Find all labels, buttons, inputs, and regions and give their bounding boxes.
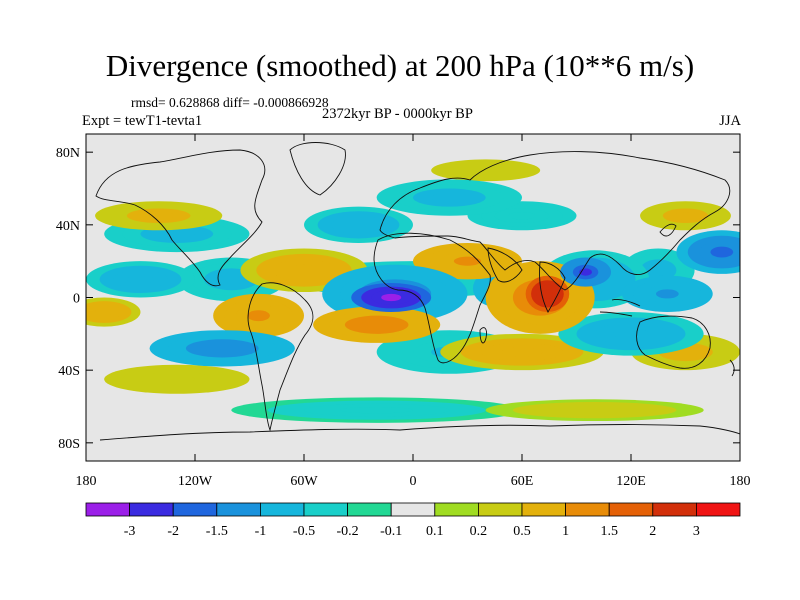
colorbar-label-8: 0.2 — [470, 524, 488, 539]
field-contour-0-3 — [340, 406, 413, 414]
chart-title: Divergence (smoothed) at 200 hPa (10**6 … — [105, 48, 695, 83]
colorbar-label-1: -2 — [167, 524, 179, 539]
colorbar-swatch-14 — [696, 502, 741, 517]
x-tick-label-1: 120W — [178, 474, 213, 489]
colorbar-swatch-0 — [85, 502, 130, 517]
field-contour-12-3 — [431, 193, 468, 203]
colorbar-label-12: 2 — [649, 524, 656, 539]
colorbar-label-3: -1 — [255, 524, 267, 539]
colorbar-label-6: -0.1 — [380, 524, 402, 539]
field-contour-2-3 — [158, 375, 195, 383]
colorbar-swatch-7 — [390, 502, 436, 517]
field-contour-23-3 — [247, 310, 270, 322]
chart-subtitle: 2372kyr BP - 0000kyr BP — [322, 106, 473, 122]
colorbar-label-11: 1.5 — [600, 524, 618, 539]
field-contour-10-3 — [158, 229, 195, 239]
x-tick-label-2: 60W — [290, 474, 318, 489]
y-tick-label-1: 40N — [56, 219, 80, 234]
colorbar-swatch-5 — [303, 502, 348, 517]
colorbar-swatch-2 — [172, 502, 218, 517]
y-tick-label-4: 80S — [58, 437, 80, 452]
stats-line: rmsd= 0.628868 diff= -0.000866928 — [131, 95, 329, 110]
coastlines — [95, 142, 740, 441]
field-contour-18-3 — [344, 220, 373, 230]
colorbar-label-4: -0.5 — [293, 524, 315, 539]
field-contour-9-3 — [217, 273, 245, 285]
field-contour-20-3 — [288, 264, 320, 276]
field-contour-7-3 — [674, 212, 697, 220]
colorbar: -3 -2 -1.5 -1 -0.5 -0.2 -0.1 0.1 0.2 0.5 1 1.5 2 3 — [85, 502, 741, 539]
field-contour-8-3 — [649, 264, 668, 276]
colorbar-swatch-10 — [521, 502, 566, 517]
colorbar-label-10: 1 — [562, 524, 569, 539]
axis-ticks: 180 120W 60W 0 60E 120E 180 80N 40N 0 40S 80S — [56, 134, 751, 489]
colorbar-swatch-4 — [259, 502, 305, 517]
colorbar-label-9: 0.5 — [513, 524, 531, 539]
field-contour-1-3 — [567, 407, 622, 413]
colorbar-swatch-6 — [347, 502, 392, 517]
x-tick-label-3: 0 — [410, 474, 417, 489]
field-contour-3-3 — [472, 167, 500, 174]
field-contour-4-3 — [508, 212, 536, 220]
colorbar-label-2: -1.5 — [206, 524, 228, 539]
field-contour-21-3 — [655, 289, 679, 299]
colorbar-swatch-3 — [216, 502, 261, 517]
field-contour-19-3 — [95, 308, 114, 316]
field-contour-31-3 — [381, 293, 402, 302]
colorbar-swatch-1 — [129, 502, 174, 517]
colorbar-label-5: -0.2 — [337, 524, 359, 539]
y-tick-label-2: 0 — [73, 292, 80, 307]
field-contour-28-3 — [360, 320, 393, 330]
field-contour-29-3 — [710, 246, 734, 258]
colorbar-label-13: 3 — [693, 524, 700, 539]
colorbar-swatch-9 — [477, 502, 523, 517]
field-contour-24-3 — [453, 256, 482, 266]
field-contour-17-3 — [612, 328, 650, 340]
experiment-label: Expt = tewT1-tevta1 — [82, 113, 203, 129]
colorbar-label-0: -3 — [124, 524, 136, 539]
season-label: JJA — [719, 113, 741, 129]
divergence-field — [86, 134, 740, 461]
field-contour-27-3 — [204, 343, 241, 353]
field-contour-16-3 — [501, 347, 543, 357]
x-tick-label-4: 60E — [511, 474, 534, 489]
x-tick-label-6: 180 — [730, 474, 751, 489]
field-contour-15-3 — [126, 274, 155, 284]
x-tick-label-0: 180 — [76, 474, 97, 489]
y-tick-label-0: 80N — [56, 146, 80, 161]
colorbar-swatch-13 — [652, 502, 697, 517]
colorbar-swatch-8 — [434, 502, 479, 517]
x-tick-label-5: 120E — [616, 474, 646, 489]
colorbar-swatch-12 — [608, 502, 654, 517]
y-tick-label-3: 40S — [58, 364, 80, 379]
field-contour-32-3 — [541, 289, 553, 299]
colorbar-swatch-11 — [565, 502, 610, 517]
colorbar-label-7: 0.1 — [426, 524, 444, 539]
field-contour-11-3 — [142, 212, 175, 220]
